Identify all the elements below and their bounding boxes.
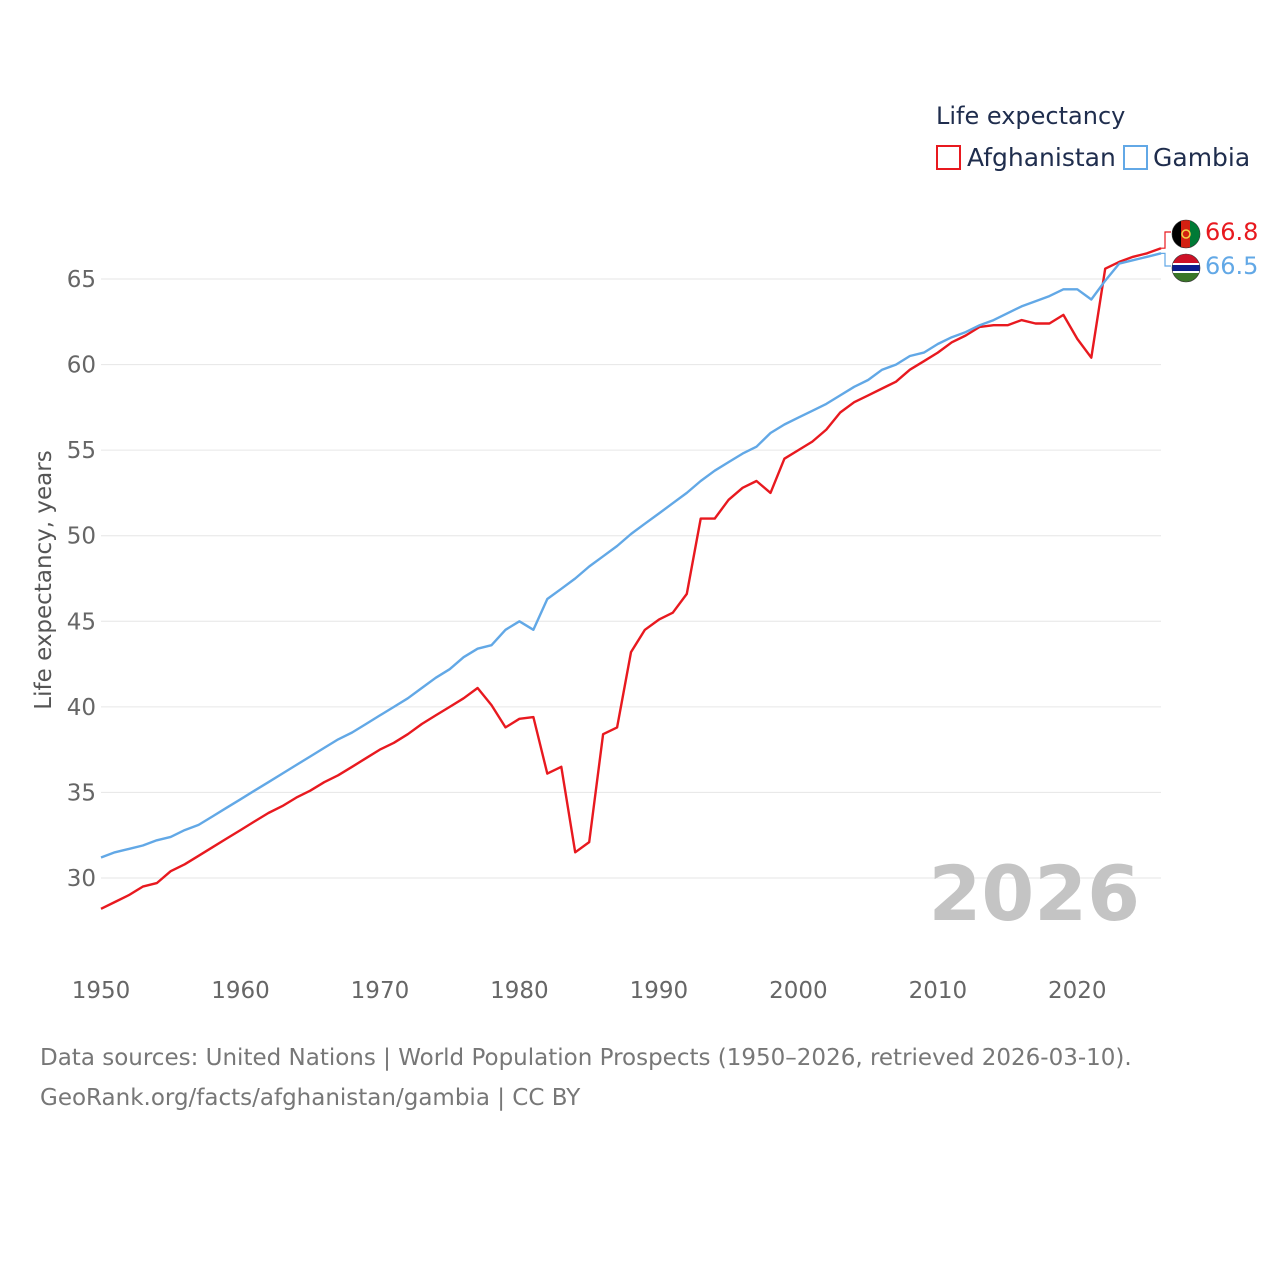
y-tick-label: 60	[67, 353, 96, 379]
x-tick-label: 2000	[769, 978, 828, 1004]
y-axis-ticks: 30 35 40 45 50 55 60 65	[67, 267, 96, 892]
legend-item-gambia[interactable]: Gambia	[1123, 143, 1250, 172]
legend-item-afghanistan[interactable]: Afghanistan	[936, 143, 1116, 172]
gambia-flag-icon	[1172, 254, 1200, 282]
series-lines	[100, 247, 1162, 910]
legend-label-afghanistan: Afghanistan	[967, 143, 1116, 172]
x-tick-label: 1980	[490, 978, 549, 1004]
end-labels: 66.8 66.5	[1161, 218, 1258, 280]
y-tick-label: 30	[67, 866, 96, 892]
y-tick-label: 55	[67, 438, 96, 464]
end-label-connector	[1161, 231, 1171, 249]
series-line-gambia[interactable]	[100, 252, 1162, 859]
x-axis-ticks: 1950 1960 1970 1980 1990 2000 2010 2020	[72, 978, 1107, 1004]
end-label-afghanistan: 66.8	[1205, 218, 1258, 246]
legend-swatch-afghanistan	[936, 145, 961, 170]
legend-label-gambia: Gambia	[1153, 143, 1250, 172]
y-tick-label: 35	[67, 780, 96, 806]
x-tick-label: 2020	[1048, 978, 1107, 1004]
afghanistan-flag-icon	[1172, 220, 1200, 248]
end-label-connector	[1161, 252, 1171, 267]
series-line-afghanistan[interactable]	[100, 247, 1162, 910]
gridlines	[101, 278, 1161, 879]
y-tick-label: 50	[67, 524, 96, 550]
x-tick-label: 2010	[909, 978, 968, 1004]
legend-title: Life expectancy	[936, 102, 1125, 130]
x-tick-label: 1970	[351, 978, 410, 1004]
x-tick-label: 1990	[630, 978, 689, 1004]
legend-swatch-gambia	[1123, 145, 1148, 170]
x-tick-label: 1950	[72, 978, 131, 1004]
x-tick-label: 1960	[211, 978, 270, 1004]
end-label-gambia: 66.5	[1205, 252, 1258, 280]
life-expectancy-chart: 30 35 40 45 50 55 60 65 1950 1960 1970 1980 1990 200…	[31, 102, 1258, 1004]
y-tick-label: 65	[67, 267, 96, 293]
year-watermark: 2026	[928, 849, 1140, 938]
y-tick-label: 40	[67, 695, 96, 721]
legend: Life expectancy Afghanistan Gambia	[936, 102, 1250, 172]
y-tick-label: 45	[67, 609, 96, 635]
footer-attribution[interactable]: GeoRank.org/facts/afghanistan/gambia | C…	[40, 1085, 581, 1111]
y-axis-label: Life expectancy, years	[31, 450, 57, 709]
footer-sources: Data sources: United Nations | World Pop…	[40, 1045, 1132, 1071]
